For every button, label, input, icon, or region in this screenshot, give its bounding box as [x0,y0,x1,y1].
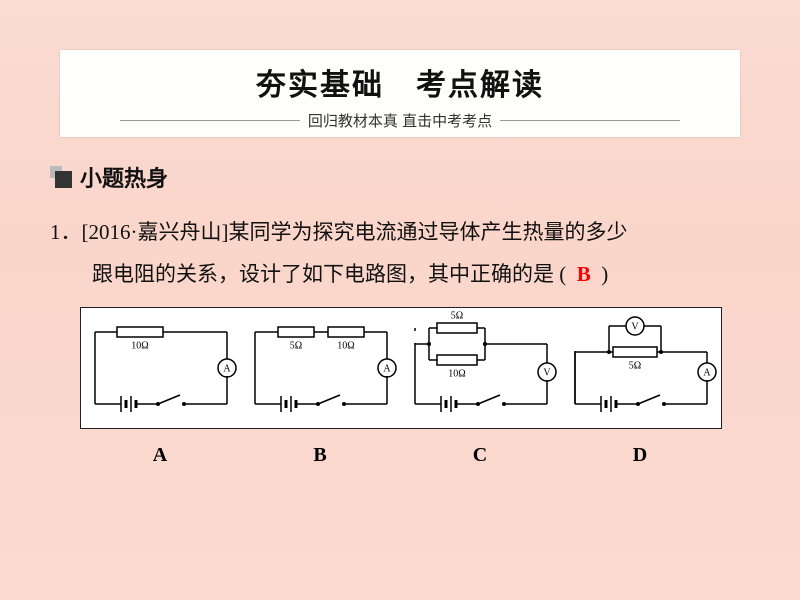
svg-text:A: A [703,367,711,378]
option-c: C [400,444,560,467]
paren-open: ( [559,262,566,286]
slide: 夯实基础 考点解读 回归教材本真 直击中考考点 小题热身 1．[2016·嘉兴舟… [0,0,800,600]
svg-text:A: A [383,363,391,374]
circuit-diagram-wrap: 10Ω A 5Ω 10Ω A 5Ω 10Ω V 5Ω V A A B C D [80,307,720,467]
section-icon [50,166,72,188]
svg-text:10Ω: 10Ω [131,340,148,351]
svg-text:V: V [631,321,639,332]
header-subtitle: 回归教材本真 直击中考考点 [308,110,492,131]
svg-text:10Ω: 10Ω [337,340,354,351]
divider-line [120,120,300,121]
answer: B [577,262,591,286]
svg-text:10Ω: 10Ω [448,368,465,379]
section-label: 小题热身 [80,161,168,193]
question-number: 1． [50,220,82,244]
divider-line [500,120,680,121]
section-tag: 小题热身 [50,161,760,193]
options-row: A B C D [80,444,720,467]
header-title: 夯实基础 考点解读 [60,60,740,104]
option-a: A [80,444,240,467]
circuit-diagram: 10Ω A 5Ω 10Ω A 5Ω 10Ω V 5Ω V A [80,307,722,429]
svg-text:V: V [543,367,551,378]
question-line2: 跟电阻的关系，设计了如下电路图，其中正确的是 [92,262,554,286]
header-subtitle-row: 回归教材本真 直击中考考点 [60,110,740,131]
option-d: D [560,444,720,467]
svg-text:5Ω: 5Ω [290,340,302,351]
question-source: [2016·嘉兴舟山] [82,220,229,244]
svg-text:5Ω: 5Ω [629,360,641,371]
svg-text:A: A [223,363,231,374]
question-text: 1．[2016·嘉兴舟山]某同学为探究电流通过导体产生热量的多少 跟电阻的关系，… [50,211,750,295]
header-box: 夯实基础 考点解读 回归教材本真 直击中考考点 [60,50,740,137]
question-line1: 某同学为探究电流通过导体产生热量的多少 [228,220,627,244]
paren-close: ) [601,262,608,286]
svg-text:5Ω: 5Ω [451,310,463,321]
option-b: B [240,444,400,467]
